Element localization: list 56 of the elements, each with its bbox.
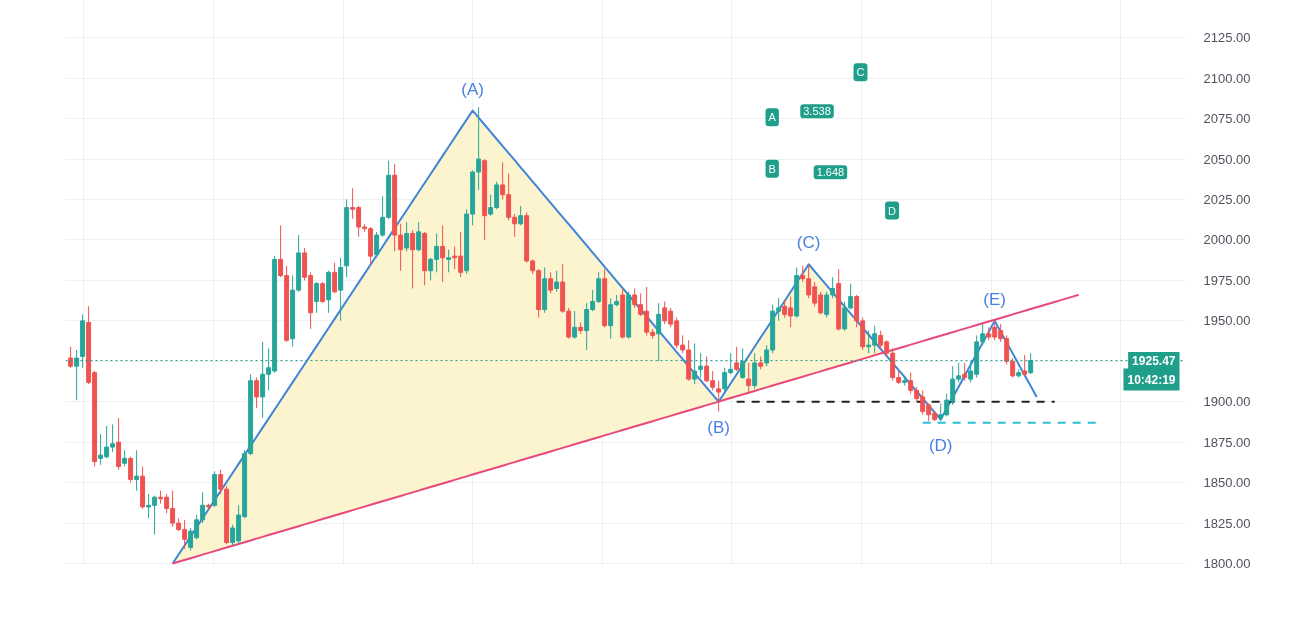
ref-line-label: 1925.47 — [1132, 354, 1176, 369]
annotation: B — [768, 162, 776, 175]
candlestick — [410, 229, 416, 289]
y-tick-label: 1800.00 — [1203, 556, 1251, 572]
candlestick — [74, 349, 80, 401]
annotation: C — [856, 66, 865, 79]
candlestick — [554, 270, 560, 293]
candlestick — [734, 346, 740, 372]
candlestick — [1022, 354, 1028, 377]
candlestick — [752, 352, 758, 390]
candlestick — [446, 249, 452, 273]
candlestick — [740, 347, 746, 380]
candlestick — [746, 362, 752, 395]
candlestick — [68, 346, 74, 369]
annotation: (C) — [796, 233, 821, 253]
candlestick — [416, 221, 422, 252]
line-series — [171, 293, 1080, 565]
candlestick — [698, 352, 704, 378]
line-series — [171, 109, 1038, 565]
candlestick — [128, 456, 134, 484]
candlestick — [440, 224, 446, 283]
y-tick-label: 1850.00 — [1203, 475, 1251, 491]
y-tick-label: 1825.00 — [1203, 515, 1251, 531]
annotation: D — [888, 204, 897, 217]
annotation: (B) — [707, 417, 730, 437]
y-tick-label: 2125.00 — [1203, 30, 1251, 46]
annotation: (A) — [461, 79, 484, 99]
annotation: 3.538 — [803, 105, 831, 118]
y-tick-label: 2000.00 — [1203, 232, 1251, 248]
candlestick — [254, 376, 260, 409]
y-tick-label: 1975.00 — [1203, 272, 1251, 288]
y-tick-label: 2050.00 — [1203, 151, 1251, 167]
annotation: (E) — [983, 289, 1007, 309]
annotation: 1.648 — [816, 166, 845, 179]
candlestick — [572, 310, 578, 340]
y-tick-label: 2100.00 — [1203, 70, 1251, 86]
annotation: A — [768, 111, 777, 124]
annotation: 10:42:19 — [1127, 372, 1176, 387]
candlestick — [518, 205, 524, 226]
candlestick — [548, 271, 554, 294]
candlestick — [1028, 352, 1034, 375]
candlestick — [332, 262, 338, 294]
y-tick-label: 2025.00 — [1203, 192, 1251, 208]
candlestick — [314, 281, 320, 314]
y-tick-label: 1875.00 — [1203, 434, 1251, 450]
candlestick — [656, 302, 662, 362]
candlestick — [692, 343, 698, 385]
candlestick — [404, 221, 410, 252]
y-tick-label: 1900.00 — [1203, 394, 1251, 410]
candlestick — [134, 449, 140, 492]
candlestick — [320, 281, 326, 304]
annotation: (D) — [928, 435, 953, 455]
y-tick-label: 1950.00 — [1203, 313, 1251, 329]
y-tick-label: 2075.00 — [1203, 111, 1251, 127]
candlestick — [338, 257, 344, 322]
candlestick — [716, 380, 722, 412]
